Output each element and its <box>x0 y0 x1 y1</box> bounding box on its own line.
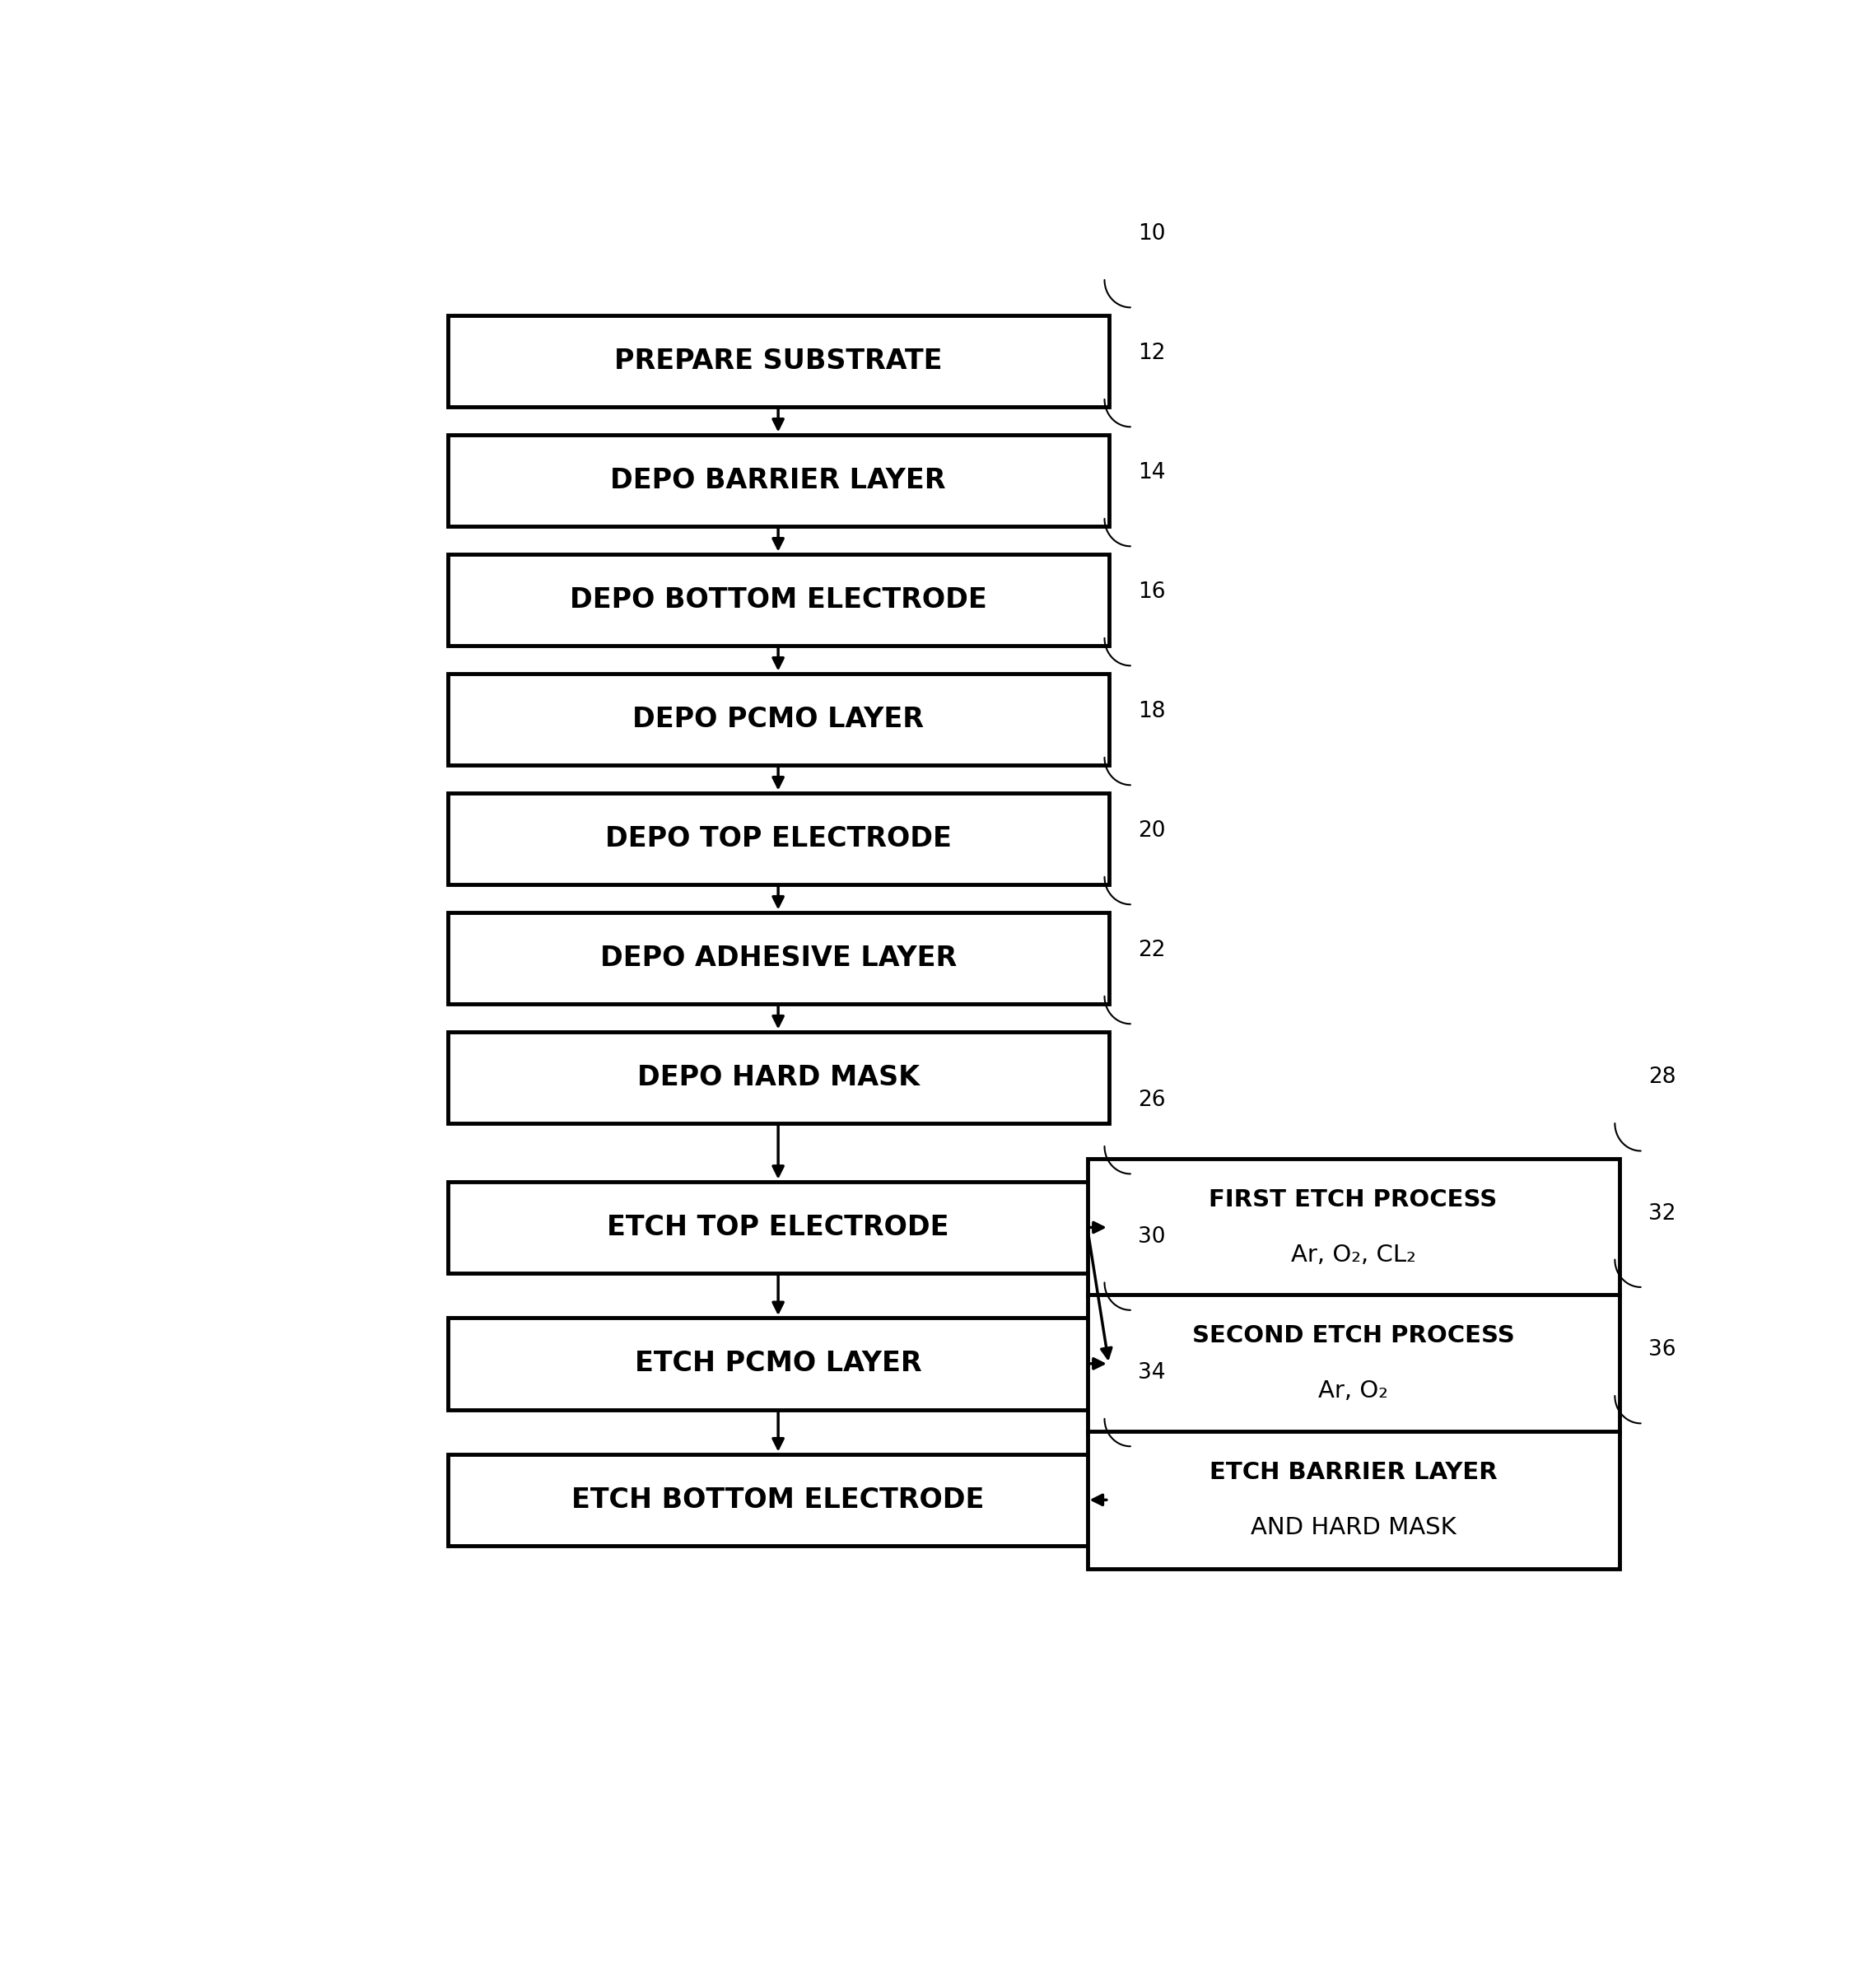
Bar <box>447 1032 1109 1123</box>
Text: 22: 22 <box>1139 940 1165 960</box>
Bar <box>447 1453 1109 1547</box>
Bar <box>447 912 1109 1004</box>
Text: ETCH TOP ELECTRODE: ETCH TOP ELECTRODE <box>607 1215 950 1241</box>
Bar <box>447 793 1109 885</box>
Text: 10: 10 <box>1139 223 1165 245</box>
Text: Ar, O₂, CL₂: Ar, O₂, CL₂ <box>1291 1242 1415 1266</box>
Text: 30: 30 <box>1139 1227 1165 1246</box>
Text: 20: 20 <box>1139 821 1165 841</box>
Text: PREPARE SUBSTRATE: PREPARE SUBSTRATE <box>614 348 942 374</box>
Text: DEPO BARRIER LAYER: DEPO BARRIER LAYER <box>610 467 946 493</box>
Text: 14: 14 <box>1139 461 1165 483</box>
Text: DEPO TOP ELECTRODE: DEPO TOP ELECTRODE <box>605 825 952 853</box>
Text: 26: 26 <box>1139 1089 1165 1111</box>
Bar <box>447 555 1109 646</box>
Text: Ar, O₂: Ar, O₂ <box>1319 1380 1388 1404</box>
Text: DEPO PCMO LAYER: DEPO PCMO LAYER <box>633 706 924 734</box>
Text: DEPO ADHESIVE LAYER: DEPO ADHESIVE LAYER <box>599 944 957 972</box>
Bar <box>447 1318 1109 1409</box>
Text: AND HARD MASK: AND HARD MASK <box>1250 1517 1456 1539</box>
Bar <box>447 674 1109 765</box>
Bar <box>1087 1431 1619 1569</box>
Text: DEPO BOTTOM ELECTRODE: DEPO BOTTOM ELECTRODE <box>569 586 987 614</box>
Bar <box>447 314 1109 408</box>
Text: ETCH BOTTOM ELECTRODE: ETCH BOTTOM ELECTRODE <box>571 1487 985 1513</box>
Bar <box>1087 1294 1619 1433</box>
Bar <box>447 1181 1109 1274</box>
Text: 36: 36 <box>1649 1340 1677 1360</box>
Text: 32: 32 <box>1649 1203 1677 1225</box>
Text: 18: 18 <box>1139 702 1165 722</box>
Text: 34: 34 <box>1139 1362 1165 1384</box>
Text: ETCH PCMO LAYER: ETCH PCMO LAYER <box>634 1350 922 1378</box>
Bar <box>447 435 1109 527</box>
Text: FIRST ETCH PROCESS: FIRST ETCH PROCESS <box>1209 1189 1497 1211</box>
Text: DEPO HARD MASK: DEPO HARD MASK <box>636 1064 920 1091</box>
Text: ETCH BARRIER LAYER: ETCH BARRIER LAYER <box>1209 1461 1497 1483</box>
Text: SECOND ETCH PROCESS: SECOND ETCH PROCESS <box>1193 1324 1514 1348</box>
Text: 28: 28 <box>1649 1068 1677 1087</box>
Text: 12: 12 <box>1139 342 1165 364</box>
Text: 16: 16 <box>1139 580 1165 602</box>
Bar <box>1087 1159 1619 1296</box>
